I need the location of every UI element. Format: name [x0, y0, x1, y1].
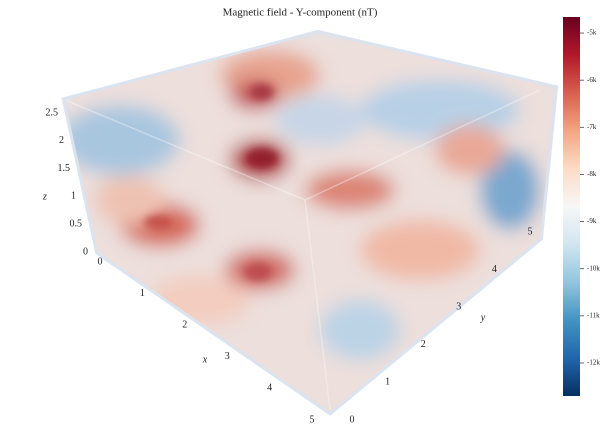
axis-title: y	[480, 312, 486, 323]
x-tick-label: 4	[267, 383, 272, 394]
colorbar-tick-label: -8k	[587, 170, 597, 178]
volume-render	[60, 30, 560, 420]
y-tick-label: 3	[456, 301, 461, 312]
x-tick-label: 1	[140, 288, 145, 299]
chart: Magnetic field - Y-component (nT) z x y …	[0, 0, 615, 426]
chart-title: Magnetic field - Y-component (nT)	[223, 7, 378, 19]
x-tick-label: 5	[310, 414, 315, 425]
axis-title: x	[202, 354, 208, 365]
colorbar-tick-label: -6k	[587, 76, 597, 84]
z-tick-label: 0.5	[70, 218, 83, 229]
colorbar-tick-label: -9k	[587, 217, 597, 225]
volume	[60, 30, 560, 420]
z-tick-label: 2	[59, 135, 64, 146]
z-tick-label: 1	[71, 191, 76, 202]
y-tick-label: 4	[492, 264, 497, 275]
y-tick-label: 1	[385, 377, 390, 388]
x-tick-label: 2	[182, 319, 187, 330]
colorbar-tick-label: -12k	[587, 359, 600, 367]
y-tick-label: 5	[528, 226, 533, 237]
x-tick-label: 3	[225, 351, 230, 362]
z-tick-label: 0	[83, 246, 88, 257]
z-tick-label: 2.5	[46, 107, 59, 118]
y-tick-label: 0	[350, 414, 355, 425]
x-tick-label: 0	[98, 256, 103, 267]
colorbar-tick-label: -5k	[587, 29, 597, 37]
colorbar	[563, 17, 580, 396]
z-tick-label: 1.5	[58, 163, 71, 174]
axis-title: z	[42, 191, 47, 202]
y-tick-label: 2	[421, 339, 426, 350]
colorbar-tick-label: -10k	[587, 264, 600, 272]
colorbar-tick-label: -11k	[587, 311, 600, 319]
colorbar-tick-label: -7k	[587, 123, 597, 131]
